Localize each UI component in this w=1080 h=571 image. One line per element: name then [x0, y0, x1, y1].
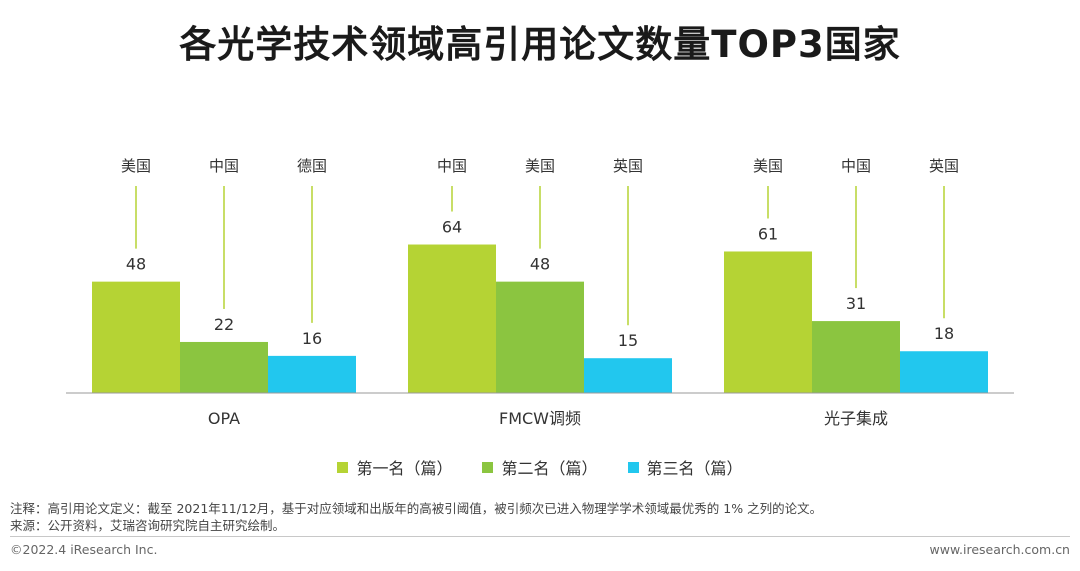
website-text: www.iresearch.com.cn	[929, 542, 1071, 557]
country-label: 英国	[929, 157, 959, 175]
source-text: 来源：公开资料，艾瑞咨询研究院自主研究绘制。	[10, 518, 286, 533]
bar	[496, 281, 584, 393]
bar	[584, 358, 672, 393]
data-label: 48	[126, 255, 146, 274]
data-label: 16	[302, 329, 322, 348]
legend: 第一名（篇） 第二名（篇） 第三名（篇）	[0, 455, 1080, 479]
data-label: 18	[934, 324, 954, 343]
x-tick-label: FMCW调频	[499, 409, 581, 428]
country-label: 美国	[753, 157, 783, 175]
legend-item-third: 第三名（篇）	[627, 455, 743, 479]
bar	[180, 341, 268, 393]
x-tick-label: OPA	[208, 409, 240, 428]
country-label: 中国	[841, 157, 871, 175]
data-label: 15	[618, 331, 638, 350]
country-label: 中国	[437, 157, 467, 175]
footer-divider	[10, 536, 1070, 537]
data-label: 64	[442, 218, 462, 237]
country-label: 德国	[297, 157, 327, 175]
country-label: 美国	[525, 157, 555, 175]
x-tick-label: 光子集成	[824, 409, 888, 428]
bar	[724, 251, 812, 393]
copyright-text: ©2022.4 iResearch Inc.	[10, 542, 158, 557]
legend-item-first: 第一名（篇）	[337, 455, 452, 479]
data-label: 61	[758, 224, 778, 243]
legend-swatch-third	[627, 461, 639, 473]
legend-swatch-first	[337, 461, 349, 473]
bar	[268, 355, 356, 393]
data-label: 48	[530, 255, 550, 274]
legend-swatch-second	[482, 461, 494, 473]
data-label: 22	[214, 315, 234, 334]
country-label: 中国	[209, 157, 239, 175]
chart-title: 各光学技术领域高引用论文数量TOP3国家	[179, 23, 901, 66]
bar-chart: 48 美国 22 中国 16 德国 OPA 64 中国 48 美国 15 英国 FMCW调频 61 美国 31 中…	[66, 157, 1014, 428]
country-label: 英国	[613, 157, 643, 175]
legend-label-third: 第三名（篇）	[646, 459, 743, 478]
note-text: 注释：高引用论文定义：截至 2021年11/12月，基于对应领域和出版年的高被引…	[10, 501, 823, 516]
country-label: 美国	[121, 157, 151, 175]
legend-label-first: 第一名（篇）	[356, 459, 453, 478]
bar	[92, 281, 180, 393]
bar	[900, 351, 988, 393]
data-label: 31	[846, 294, 866, 313]
legend-label-second: 第二名（篇）	[501, 459, 598, 478]
bar	[812, 321, 900, 393]
bar	[408, 244, 496, 393]
legend-item-second: 第二名（篇）	[482, 455, 598, 479]
